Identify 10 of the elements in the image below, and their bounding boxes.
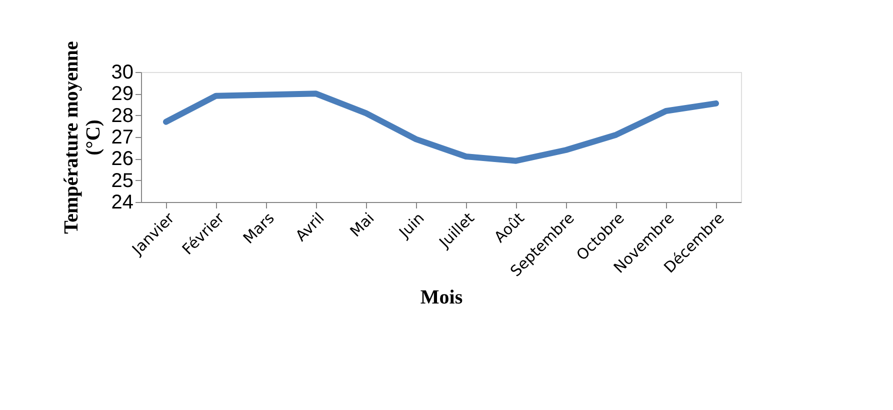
- y-tick-label: 25: [111, 170, 134, 192]
- y-axis-title: Température moyenne (°C): [60, 41, 104, 234]
- y-tick-label: 28: [111, 104, 134, 127]
- y-tick-label: 27: [111, 126, 134, 148]
- y-tick-label: 30: [111, 62, 134, 84]
- y-tick-label: 26: [111, 148, 134, 170]
- y-tick-label: 29: [111, 83, 134, 106]
- x-tick-label: Mai: [346, 209, 378, 240]
- y-tick-label: 24: [111, 192, 134, 214]
- x-axis-title: Mois: [420, 286, 463, 308]
